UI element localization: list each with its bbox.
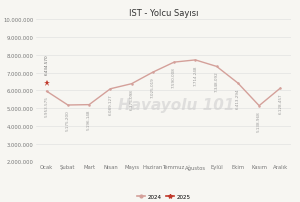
Legend: 2024, 2025: 2024, 2025: [134, 192, 193, 201]
Text: Havayolu 101: Havayolu 101: [118, 98, 235, 113]
Text: 5.196.148: 5.196.148: [87, 109, 91, 130]
Text: 6.128.457: 6.128.457: [278, 93, 282, 113]
Text: 6.413.294: 6.413.294: [236, 88, 240, 108]
Text: 7.714.248: 7.714.248: [194, 65, 197, 85]
Text: 5.175.200: 5.175.200: [66, 110, 70, 130]
Text: 6.089.127: 6.089.127: [108, 94, 112, 114]
Text: 7.590.008: 7.590.008: [172, 67, 176, 88]
Text: 7.025.019: 7.025.019: [151, 77, 155, 98]
Text: 5.138.968: 5.138.968: [257, 110, 261, 131]
Title: IST - Yolcu Sayısı: IST - Yolcu Sayısı: [129, 9, 198, 18]
Text: 5.953.575: 5.953.575: [45, 96, 49, 117]
Text: 6.434.570: 6.434.570: [45, 54, 49, 75]
Text: 6.375.098: 6.375.098: [130, 88, 134, 109]
Text: 7.348.092: 7.348.092: [214, 71, 219, 92]
